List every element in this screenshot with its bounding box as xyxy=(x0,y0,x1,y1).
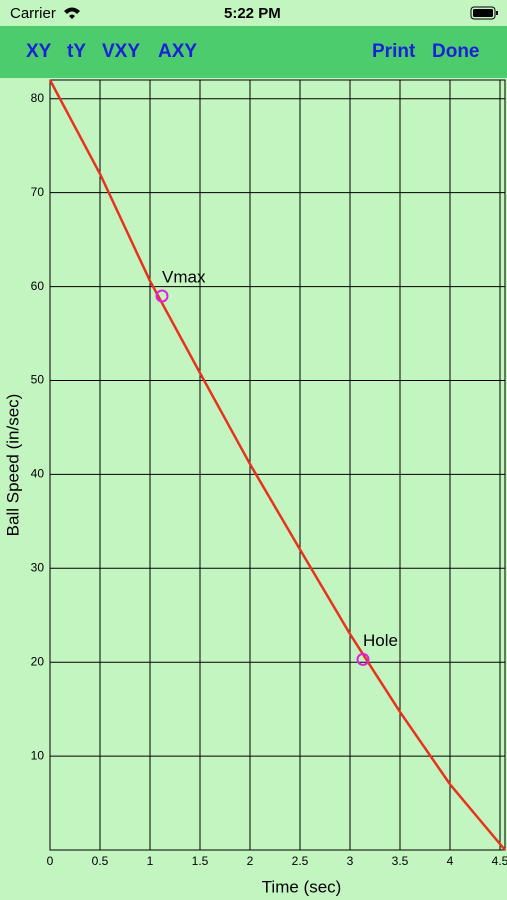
toolbar-button[interactable]: Print xyxy=(372,41,416,62)
annotation-marker xyxy=(155,289,169,303)
annotation-label: Vmax xyxy=(162,267,206,286)
data-line xyxy=(48,79,506,851)
annotation-label: Hole xyxy=(363,631,398,650)
x-tick-label: 2 xyxy=(247,854,254,868)
y-tick-label: 80 xyxy=(31,91,45,105)
y-tick-label: 60 xyxy=(31,279,45,293)
wifi-icon xyxy=(64,7,80,19)
x-tick-label: 3 xyxy=(347,854,354,868)
y-axis-label: Ball Speed (in/sec) xyxy=(3,394,22,537)
toolbar-button[interactable]: Done xyxy=(432,41,480,62)
toolbar-button[interactable]: tY xyxy=(67,41,86,62)
x-axis-label: Time (sec) xyxy=(262,877,342,896)
x-tick-label: 4 xyxy=(447,854,454,868)
plot-frame xyxy=(49,79,506,851)
y-tick-label: 50 xyxy=(31,373,45,387)
battery-icon xyxy=(470,6,498,20)
toolbar-button[interactable]: VXY xyxy=(102,41,141,62)
y-tick-label: 70 xyxy=(31,185,45,199)
toolbar-button[interactable]: AXY xyxy=(158,41,198,62)
x-tick-label: 1 xyxy=(147,854,154,868)
clock: 5:22 PM xyxy=(224,5,281,22)
status-bar: Carrier 5:22 PM xyxy=(0,0,507,26)
x-tick-label: 4.5 xyxy=(492,854,507,868)
toolbar-button[interactable]: XY xyxy=(26,41,52,62)
annotation-marker xyxy=(356,652,370,666)
carrier: Carrier xyxy=(10,5,56,22)
x-tick-label: 0.5 xyxy=(92,854,109,868)
y-tick-label: 10 xyxy=(31,748,45,762)
x-tick-label: 0 xyxy=(47,854,54,868)
x-tick-label: 2.5 xyxy=(292,854,309,868)
y-tick-label: 20 xyxy=(31,654,45,668)
y-tick-label: 30 xyxy=(31,560,45,574)
y-tick-label: 40 xyxy=(31,467,45,481)
x-tick-label: 3.5 xyxy=(392,854,409,868)
x-tick-label: 1.5 xyxy=(192,854,209,868)
toolbar: XY tY VXY AXY Print Done xyxy=(0,26,507,78)
